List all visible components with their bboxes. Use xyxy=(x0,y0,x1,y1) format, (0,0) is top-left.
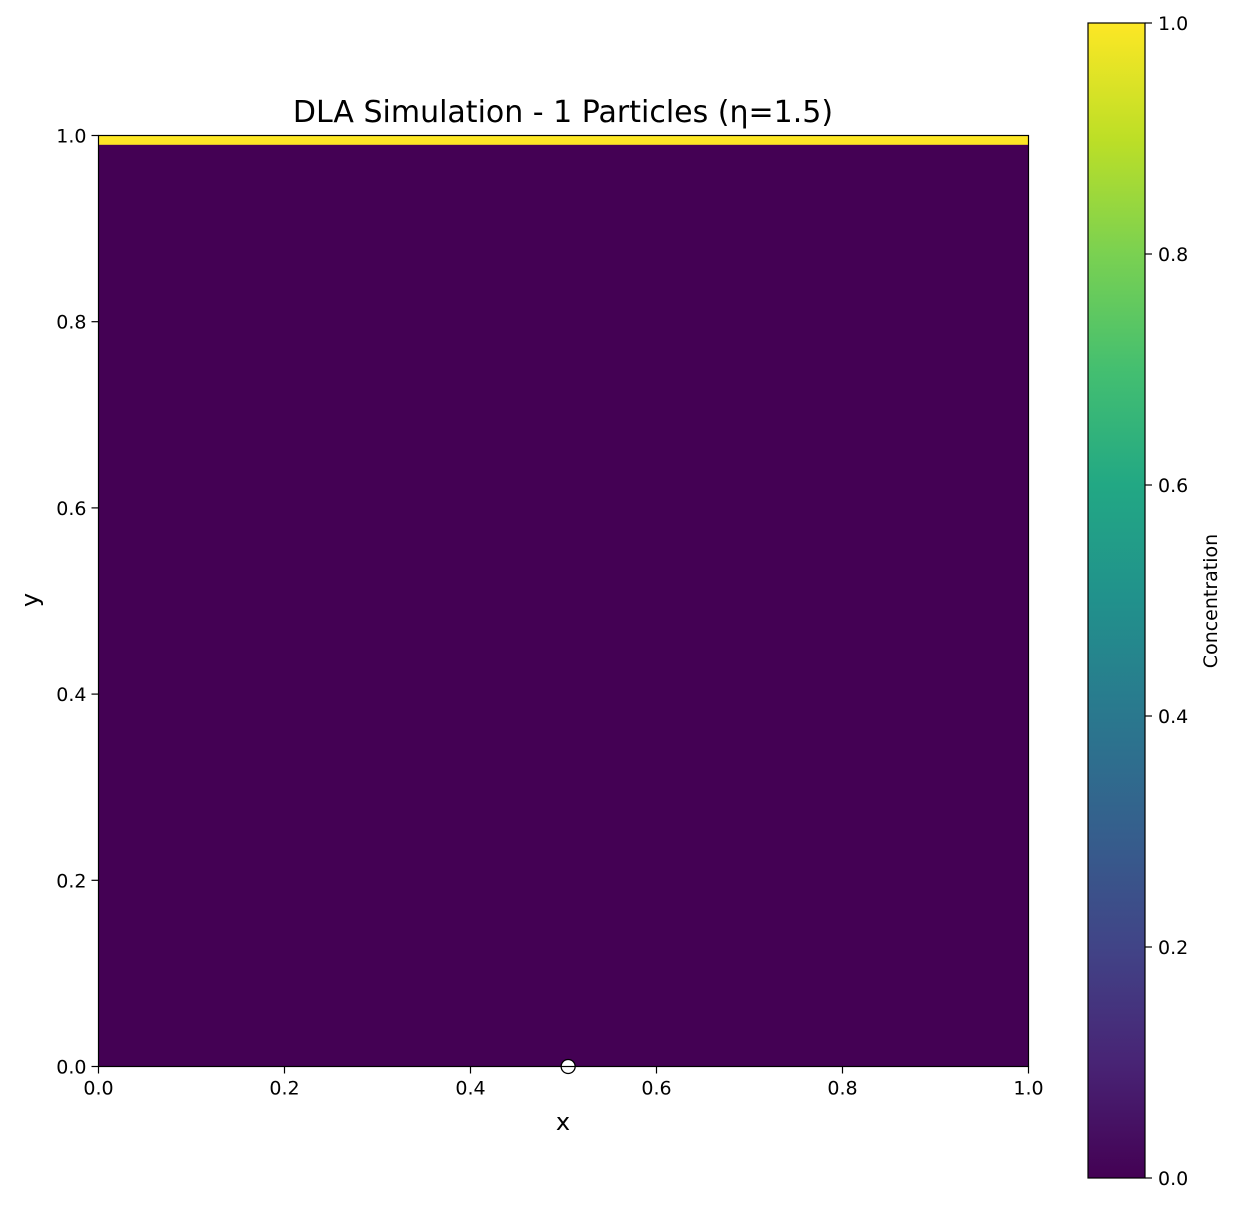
y-axis-ticks: 0.0 0.2 0.4 0.6 0.8 1.0 xyxy=(56,126,99,1079)
y-tick-label: 0.0 xyxy=(56,1057,86,1079)
colorbar-tick-label: 0.0 xyxy=(1158,1168,1188,1190)
x-tick-label: 0.8 xyxy=(827,1078,857,1100)
chart-title: DLA Simulation - 1 Particles (η=1.5) xyxy=(293,95,833,130)
x-tick-label: 1.0 xyxy=(1013,1078,1043,1100)
colorbar-tick-label: 0.4 xyxy=(1158,706,1188,728)
plot-area xyxy=(98,135,1029,1067)
colorbar-ticks: 0.0 0.2 0.4 0.6 0.8 1.0 xyxy=(1145,13,1188,1190)
x-axis-ticks: 0.0 0.2 0.4 0.6 0.8 1.0 xyxy=(83,1066,1044,1100)
y-tick-label: 0.2 xyxy=(56,870,86,892)
heatmap-boundary-cell xyxy=(98,135,1029,145)
x-tick-label: 0.0 xyxy=(83,1078,113,1100)
heatmap-background-cell xyxy=(98,135,1029,1067)
colorbar-gradient xyxy=(1088,23,1145,1178)
y-tick-label: 0.4 xyxy=(56,684,86,706)
y-axis-label: y xyxy=(16,593,44,607)
x-tick-label: 0.6 xyxy=(641,1078,671,1100)
colorbar-tick-label: 0.8 xyxy=(1158,244,1188,266)
x-tick-label: 0.4 xyxy=(455,1078,485,1100)
colorbar-tick-label: 0.2 xyxy=(1158,937,1188,959)
y-tick-label: 0.6 xyxy=(56,498,86,520)
y-tick-label: 0.8 xyxy=(56,312,86,334)
colorbar-tick-label: 1.0 xyxy=(1158,13,1188,35)
colorbar-tick-label: 0.6 xyxy=(1158,475,1188,497)
plot-frame xyxy=(97,134,1030,1068)
y-tick-label: 1.0 xyxy=(56,126,86,148)
x-axis-label: x xyxy=(556,1108,570,1136)
x-tick-label: 0.2 xyxy=(269,1078,299,1100)
colorbar-label: Concentration xyxy=(1200,534,1222,668)
colorbar-frame xyxy=(1087,22,1146,1179)
